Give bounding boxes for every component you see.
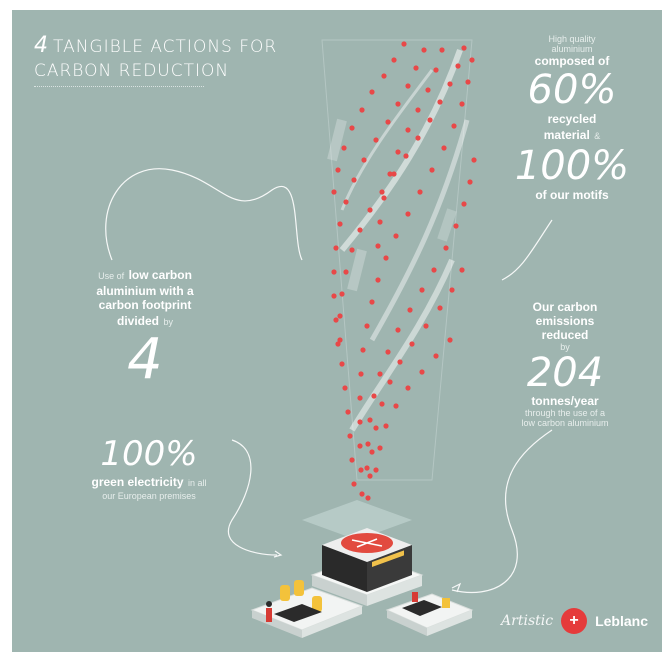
block-emissions-bold-2: emissions bbox=[535, 314, 595, 328]
block-recycled-bold-2: recycled bbox=[547, 112, 597, 126]
block-carbon-emissions: Our carbon emissions reduced by 204 tonn… bbox=[490, 300, 640, 428]
title-underline bbox=[34, 86, 204, 87]
block-recycled-bold-4: of our motifs bbox=[535, 188, 609, 202]
title-line-1: TANGIBLE ACTIONS FOR bbox=[53, 37, 278, 57]
block-aluminium-bold-2: aluminium with a bbox=[96, 284, 194, 298]
dotted-curves bbox=[331, 41, 477, 501]
logo-leblanc: Leblanc bbox=[595, 613, 648, 629]
block-recycled-small-3: & bbox=[594, 131, 601, 141]
artwork-svg bbox=[105, 39, 553, 638]
block-emissions-small-2: through the use of a bbox=[524, 408, 606, 418]
arrow-left-top bbox=[105, 168, 303, 261]
block-recycled-percent-1: 60% bbox=[527, 67, 617, 113]
title-line-2: CARBON REDUCTION bbox=[34, 61, 230, 81]
block-recycled-small-2: aluminium bbox=[551, 44, 593, 54]
block-recycled-percent-2: 100% bbox=[514, 143, 630, 189]
logo-artistic: Artistic bbox=[501, 613, 554, 629]
block-emissions-bold-4: tonnes/year bbox=[531, 394, 599, 408]
block-emissions-big: 204 bbox=[526, 350, 604, 396]
page-title: 4 TANGIBLE ACTIONS FOR CARBON REDUCTION bbox=[34, 34, 277, 83]
block-aluminium-small-1: Use of bbox=[98, 271, 125, 281]
block-green-small-1: in all bbox=[187, 478, 207, 488]
block-aluminium-bold-1: low carbon bbox=[128, 268, 192, 282]
light-streaks bbox=[327, 49, 470, 432]
block-green-small-2: our European premises bbox=[102, 491, 196, 501]
block-low-carbon-aluminium: Use of low carbon aluminium with a carbo… bbox=[70, 266, 220, 390]
arrow-right-top bbox=[501, 219, 553, 281]
block-aluminium-big: 4 bbox=[127, 327, 163, 392]
block-green-electricity: 100% green electricity in all our Europe… bbox=[74, 435, 224, 501]
block-emissions-bold-3: reduced bbox=[541, 328, 589, 342]
block-recycled-small-1: High quality bbox=[548, 34, 596, 44]
block-recycled-bold-1: composed of bbox=[534, 54, 610, 68]
block-emissions-small-1: by bbox=[560, 342, 570, 352]
logo-mark: + bbox=[569, 612, 579, 629]
isometric-machine bbox=[250, 500, 474, 638]
block-green-big: 100% bbox=[100, 434, 198, 474]
title-number: 4 bbox=[34, 33, 49, 58]
brand-logos: Artistic + Leblanc bbox=[501, 608, 648, 634]
block-aluminium-bold-4: divided bbox=[117, 314, 160, 328]
arrow-bottom-left bbox=[227, 439, 278, 556]
logo-cross-icon: + bbox=[561, 608, 588, 634]
block-green-bold-1: green electricity bbox=[91, 475, 184, 489]
block-recycled-bold-3: material bbox=[543, 128, 590, 142]
block-aluminium-bold-3: carbon footprint bbox=[98, 298, 192, 312]
arrow-right-bottom bbox=[451, 429, 553, 594]
exclamation-outline bbox=[321, 39, 473, 481]
connector-arrows bbox=[105, 168, 553, 594]
block-aluminium-small-2: by bbox=[163, 317, 173, 327]
block-recycled-material: High quality aluminium composed of 60% r… bbox=[512, 34, 632, 202]
infographic-poster: 4 TANGIBLE ACTIONS FOR CARBON REDUCTION bbox=[12, 10, 662, 652]
block-emissions-small-3: low carbon aluminium bbox=[521, 418, 609, 428]
block-emissions-bold-1: Our carbon bbox=[532, 300, 598, 314]
